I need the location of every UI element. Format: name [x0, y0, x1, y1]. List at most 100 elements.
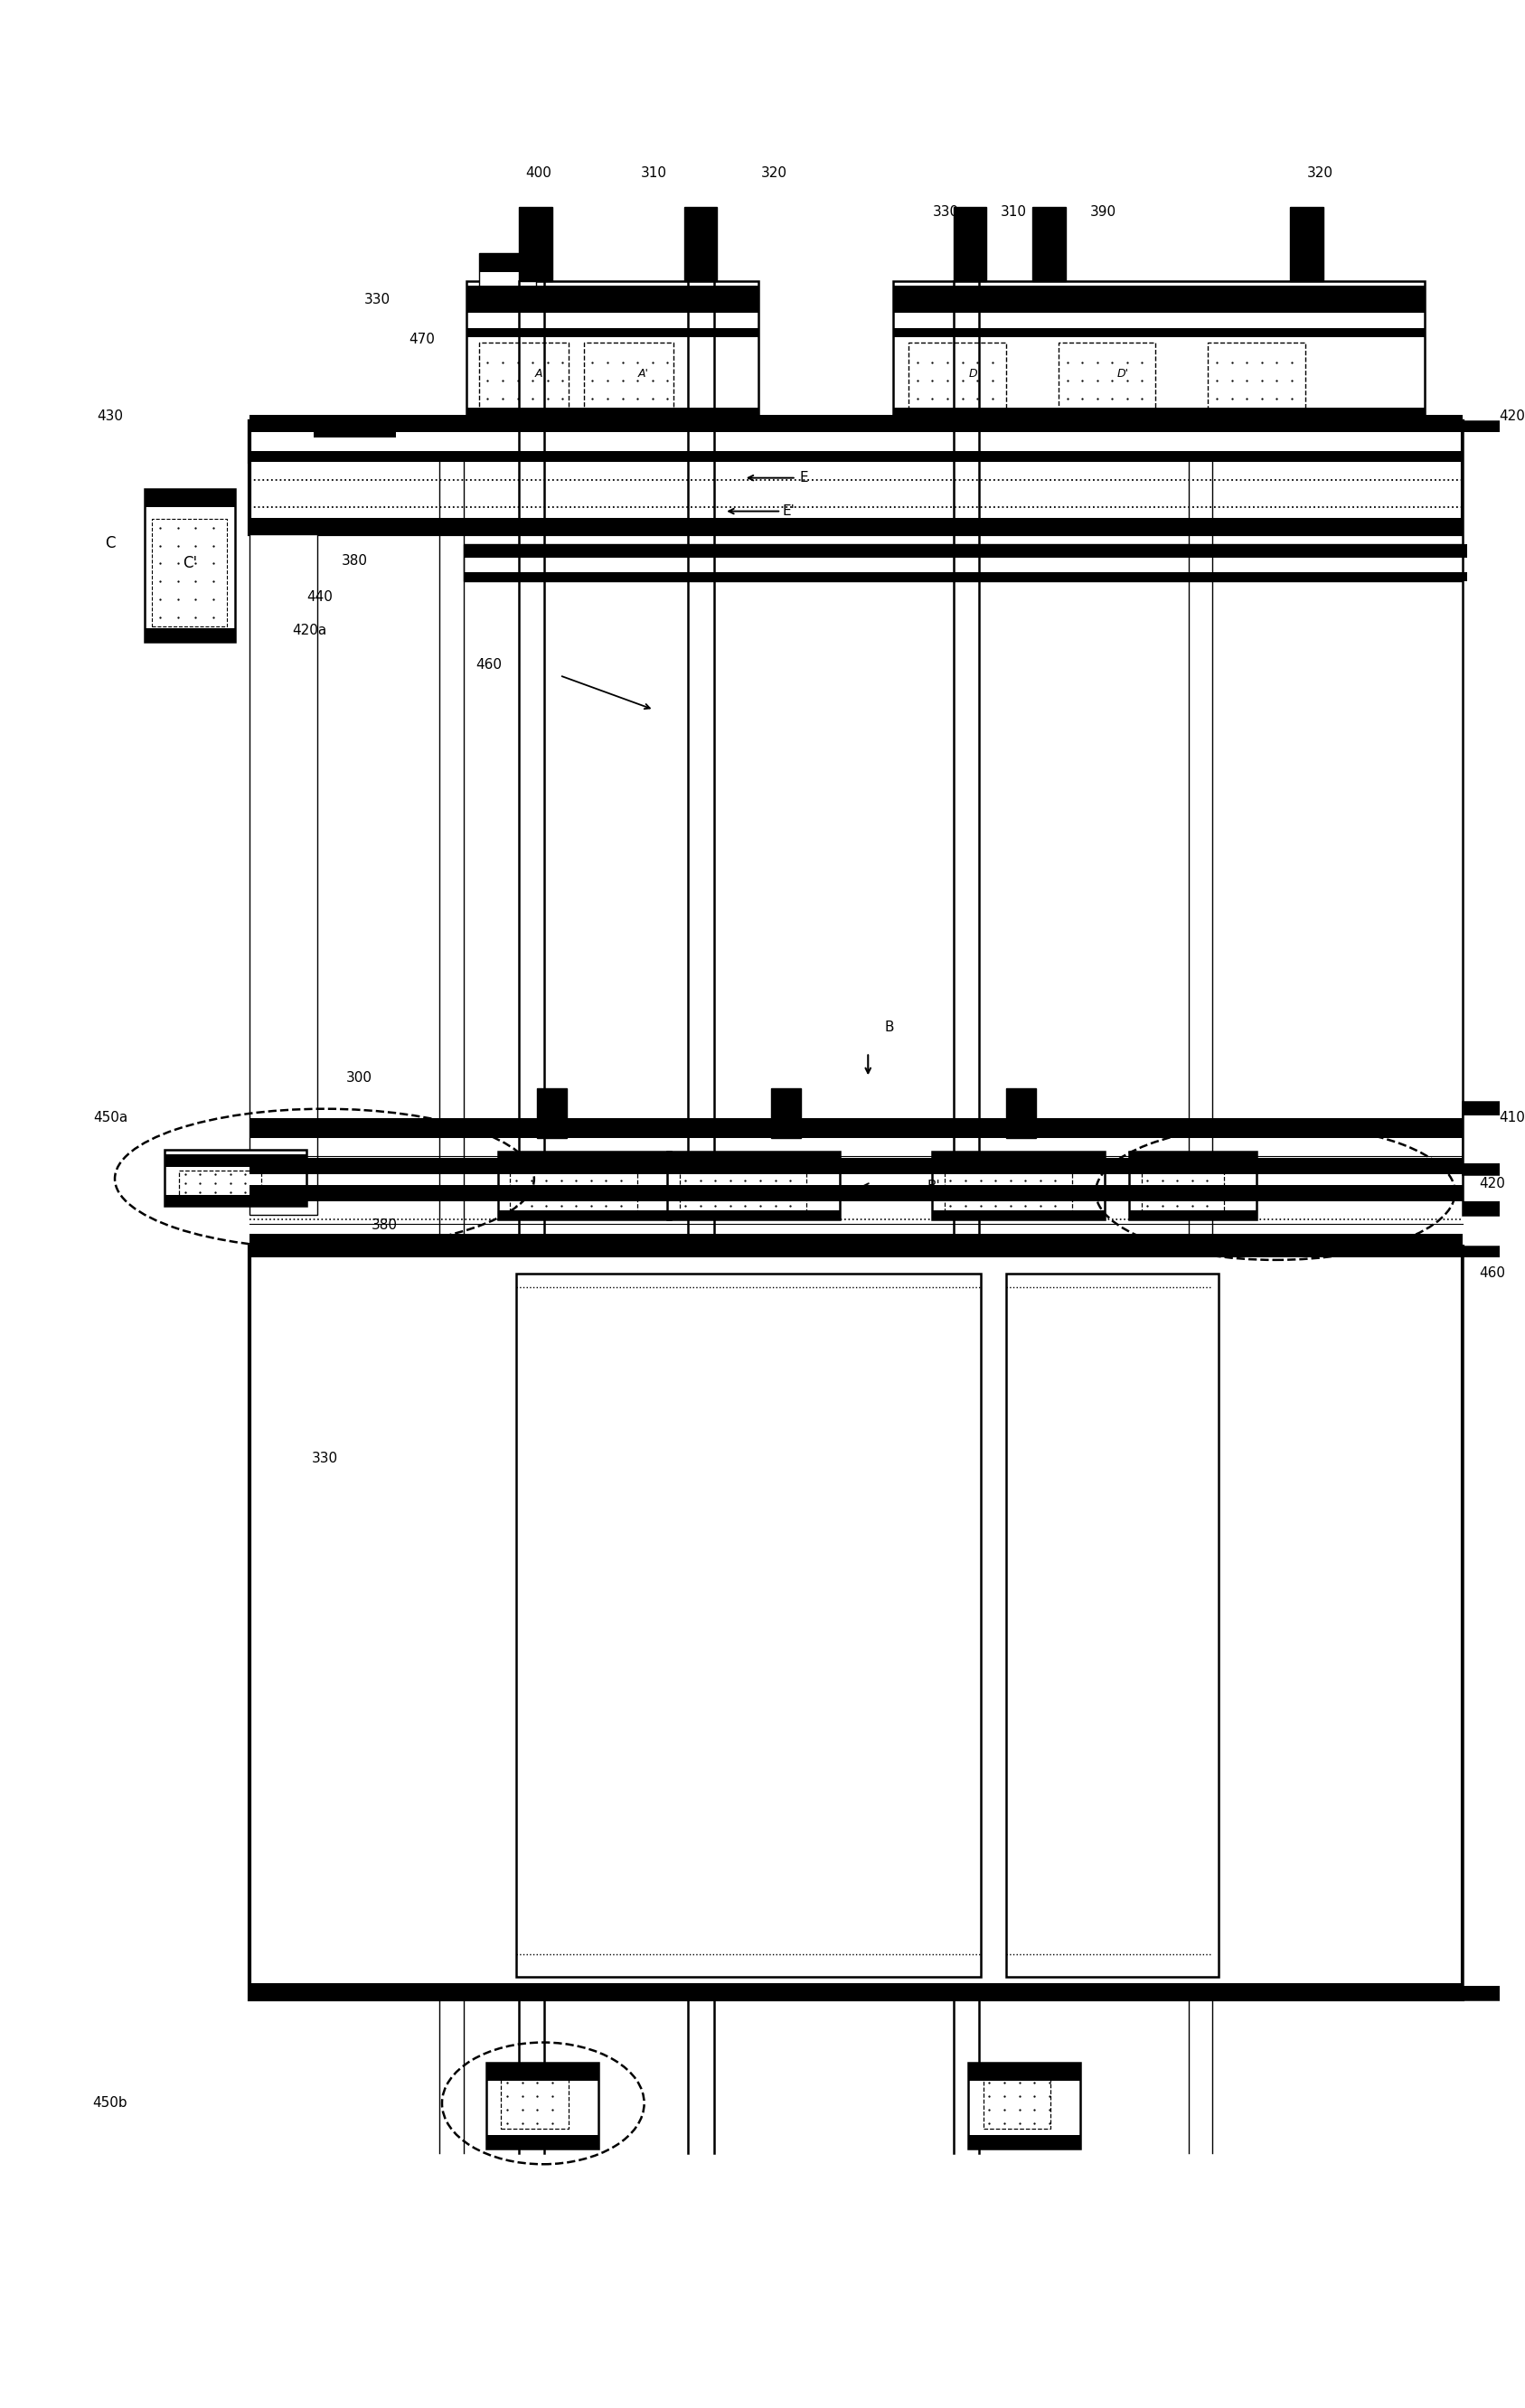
Text: 460: 460: [476, 657, 502, 672]
Bar: [250, 450, 1462, 462]
Bar: [499, 1211, 671, 1218]
Bar: [250, 1247, 1462, 1257]
Bar: [968, 2064, 1081, 2081]
Bar: [250, 1158, 1462, 1175]
Bar: [464, 544, 1467, 559]
Text: 410: 410: [1499, 1110, 1525, 1125]
Bar: [479, 342, 569, 409]
Bar: [314, 450, 396, 462]
Bar: [1130, 1211, 1257, 1218]
Bar: [145, 628, 235, 643]
Bar: [314, 424, 396, 438]
Bar: [499, 1151, 671, 1163]
Bar: [683, 207, 717, 282]
Text: E': E': [782, 503, 795, 518]
Bar: [153, 518, 227, 626]
Bar: [668, 1151, 840, 1218]
Bar: [518, 207, 552, 282]
Bar: [250, 535, 317, 1214]
Text: D': D': [1116, 368, 1128, 380]
Bar: [511, 1168, 637, 1211]
Text: A': A': [637, 368, 648, 380]
Bar: [250, 1185, 1462, 1202]
Text: C': C': [183, 556, 197, 571]
Text: 330: 330: [364, 291, 390, 306]
Bar: [250, 421, 1462, 535]
Bar: [464, 573, 1467, 583]
Text: 330: 330: [311, 1452, 337, 1464]
Bar: [1007, 1088, 1035, 1139]
Text: 380: 380: [371, 1218, 398, 1233]
Text: E: E: [799, 472, 808, 484]
Bar: [467, 287, 759, 313]
Text: 460: 460: [1479, 1267, 1505, 1281]
Text: B': B': [927, 1180, 941, 1192]
Bar: [467, 282, 759, 421]
Bar: [984, 2078, 1051, 2129]
Bar: [679, 1168, 807, 1211]
Text: 390: 390: [1090, 205, 1116, 219]
Text: 420a: 420a: [293, 624, 326, 638]
Bar: [165, 1153, 307, 1168]
Bar: [250, 421, 1462, 431]
Text: 400: 400: [526, 166, 552, 181]
Bar: [467, 407, 759, 421]
Bar: [894, 407, 1424, 421]
Bar: [1058, 342, 1156, 409]
Bar: [1462, 1103, 1525, 1175]
Bar: [486, 2064, 598, 2148]
Bar: [932, 1151, 1104, 1218]
Bar: [250, 421, 1462, 462]
Text: 310: 310: [1000, 205, 1026, 219]
Bar: [1141, 1168, 1223, 1211]
Bar: [932, 1211, 1104, 1218]
Bar: [479, 253, 535, 287]
Bar: [180, 1170, 262, 1197]
Bar: [1130, 1151, 1257, 1163]
Bar: [932, 1151, 1104, 1163]
Bar: [894, 327, 1424, 337]
Bar: [314, 419, 396, 462]
Text: 330: 330: [933, 205, 959, 219]
Bar: [250, 1233, 1462, 1247]
Text: 310: 310: [640, 166, 666, 181]
Bar: [1462, 421, 1525, 1214]
Text: C: C: [105, 535, 116, 551]
Bar: [770, 1088, 801, 1139]
Bar: [537, 1088, 567, 1139]
Bar: [502, 2078, 569, 2129]
Bar: [1290, 207, 1324, 282]
Bar: [683, 207, 717, 282]
Bar: [584, 342, 674, 409]
Text: 450a: 450a: [93, 1110, 128, 1125]
Text: 440: 440: [307, 590, 332, 604]
Bar: [486, 2136, 598, 2148]
Bar: [479, 255, 535, 272]
Bar: [668, 1151, 840, 1163]
Bar: [165, 1151, 307, 1206]
Bar: [968, 2136, 1081, 2148]
Text: 450b: 450b: [93, 2097, 128, 2109]
Bar: [968, 2064, 1081, 2148]
Bar: [165, 1194, 307, 1206]
Bar: [1462, 1987, 1525, 1999]
Text: D: D: [968, 368, 978, 380]
Bar: [1208, 342, 1305, 409]
Text: 470: 470: [409, 332, 435, 347]
Text: 320: 320: [761, 166, 787, 181]
Bar: [1032, 207, 1066, 282]
Bar: [1130, 1151, 1257, 1218]
Bar: [894, 282, 1424, 421]
Bar: [1462, 1202, 1525, 1214]
Bar: [518, 207, 552, 282]
Bar: [1032, 207, 1066, 282]
Bar: [250, 1984, 1462, 1999]
Bar: [467, 327, 759, 337]
Text: 380: 380: [342, 554, 368, 568]
Bar: [1007, 1274, 1218, 1977]
Bar: [145, 489, 235, 506]
Text: A: A: [535, 368, 543, 380]
Bar: [1462, 1247, 1525, 1999]
Text: 420: 420: [1499, 409, 1525, 424]
Text: 420: 420: [1479, 1178, 1505, 1190]
